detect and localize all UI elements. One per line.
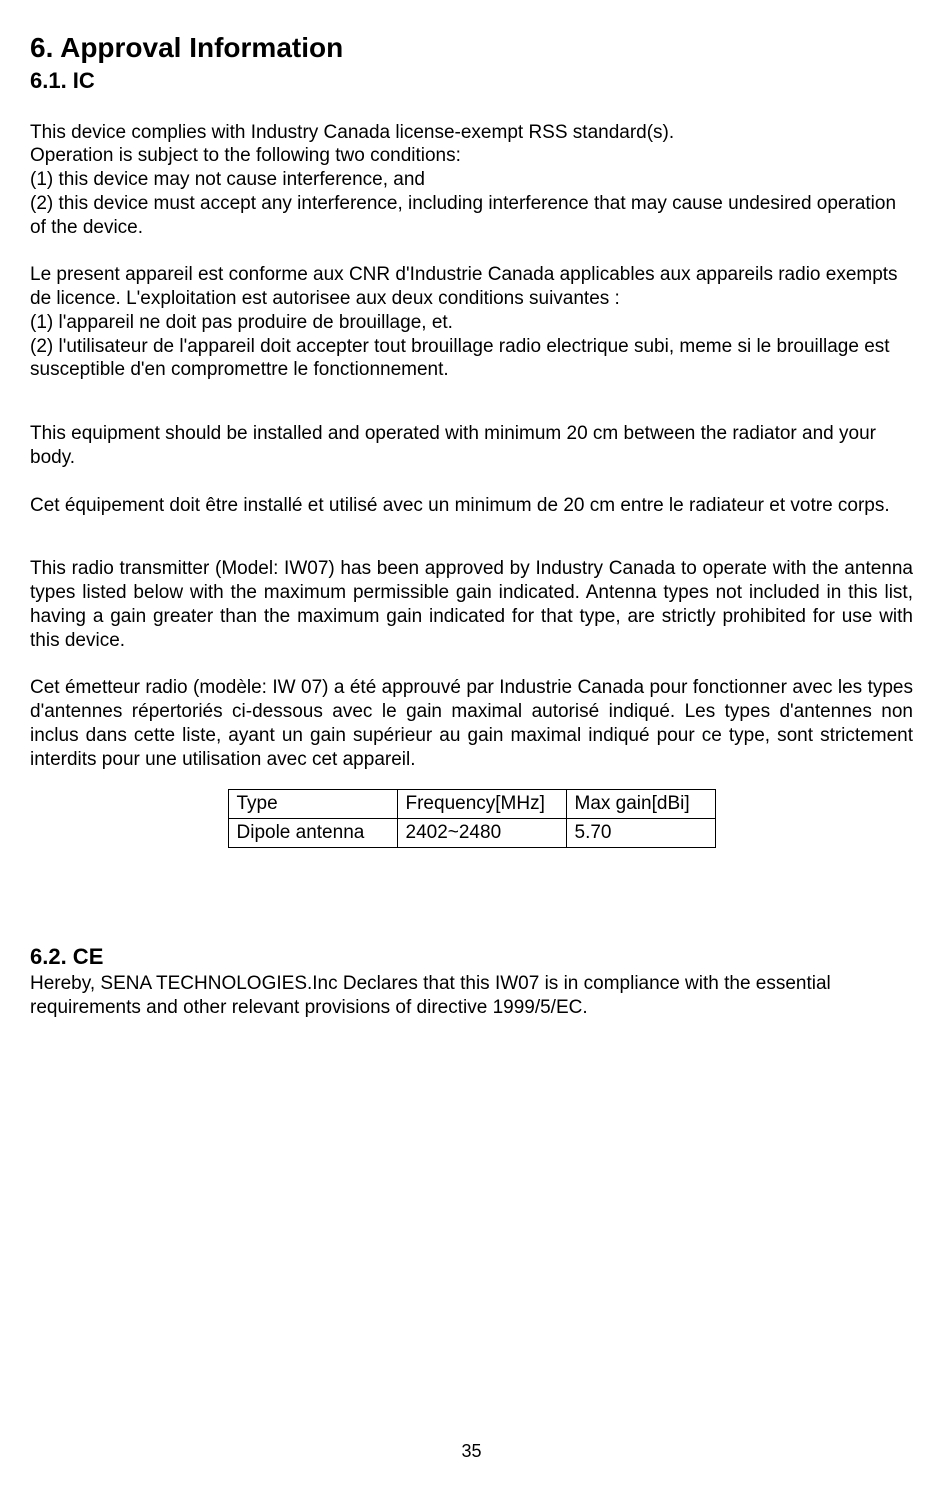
- ic-fr-condition-2: (2) l'utilisateur de l'appareil doit acc…: [30, 335, 913, 383]
- heading-ce: 6.2. CE: [30, 943, 913, 971]
- ic-distance-fr: Cet équipement doit être installé et uti…: [30, 494, 913, 518]
- ic-fr-intro: Le present appareil est conforme aux CNR…: [30, 263, 913, 311]
- table-row: Dipole antenna 2402~2480 5.70: [228, 819, 715, 848]
- table-header-row: Type Frequency[MHz] Max gain[dBi]: [228, 790, 715, 819]
- antenna-table: Type Frequency[MHz] Max gain[dBi] Dipole…: [228, 789, 716, 848]
- ic-en-condition-1: (1) this device may not cause interferen…: [30, 168, 913, 192]
- ic-antenna-en: This radio transmitter (Model: IW07) has…: [30, 557, 913, 652]
- heading-ic: 6.1. IC: [30, 67, 913, 95]
- table-header-frequency: Frequency[MHz]: [397, 790, 566, 819]
- ic-en-operation: Operation is subject to the following tw…: [30, 144, 913, 168]
- table-header-type: Type: [228, 790, 397, 819]
- ic-en-condition-2: (2) this device must accept any interfer…: [30, 192, 913, 240]
- ce-declaration: Hereby, SENA TECHNOLOGIES.Inc Declares t…: [30, 972, 913, 1020]
- ic-fr-condition-1: (1) l'appareil ne doit pas produire de b…: [30, 311, 913, 335]
- ic-distance-en: This equipment should be installed and o…: [30, 422, 913, 470]
- heading-approval-information: 6. Approval Information: [30, 30, 913, 65]
- table-cell-gain: 5.70: [566, 819, 715, 848]
- table-cell-frequency: 2402~2480: [397, 819, 566, 848]
- table-header-gain: Max gain[dBi]: [566, 790, 715, 819]
- page-number: 35: [30, 1440, 913, 1463]
- ic-en-intro: This device complies with Industry Canad…: [30, 121, 913, 145]
- table-cell-type: Dipole antenna: [228, 819, 397, 848]
- ic-antenna-fr: Cet émetteur radio (modèle: IW 07) a été…: [30, 676, 913, 771]
